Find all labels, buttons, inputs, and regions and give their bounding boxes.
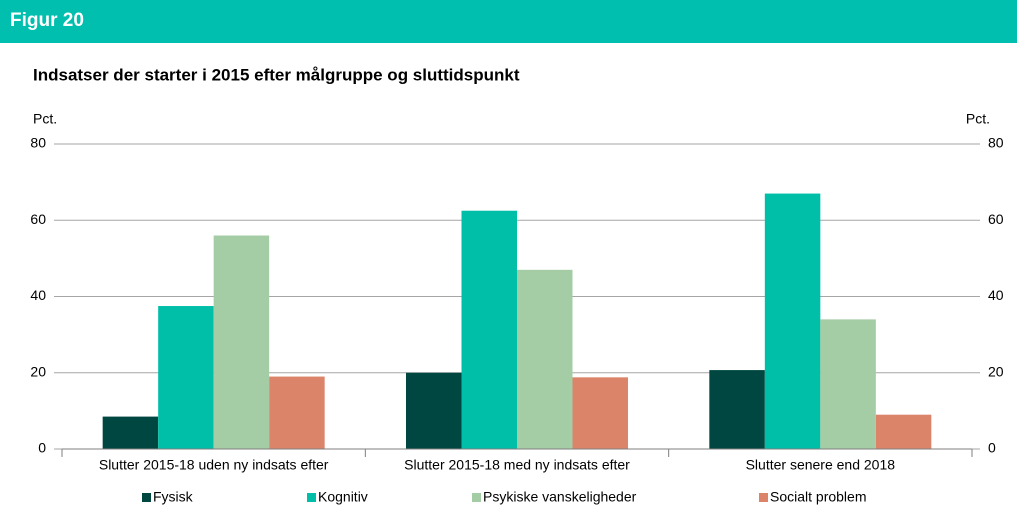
bar: [102, 416, 159, 449]
bar: [461, 210, 517, 449]
bar: [517, 269, 573, 449]
x-tick-label: Slutter 2015-18 med ny indsats efter: [404, 457, 630, 473]
legend-label: Fysisk: [153, 489, 194, 505]
y2-tick-label: 80: [988, 135, 1004, 151]
bar: [820, 319, 876, 449]
bar: [269, 376, 325, 449]
chart-title: Indsatser der starter i 2015 efter målgr…: [33, 65, 520, 84]
y-tick-label: 80: [30, 135, 46, 151]
legend-swatch: [307, 493, 316, 502]
legend-swatch: [759, 493, 768, 502]
y-tick-label: 60: [30, 211, 46, 227]
bar: [875, 414, 932, 449]
y2-tick-label: 20: [988, 363, 1004, 379]
y-tick-label: 40: [30, 287, 46, 303]
legend-swatch: [472, 493, 481, 502]
y-tick-label: 20: [30, 363, 46, 379]
y2-tick-label: 60: [988, 211, 1004, 227]
bar: [158, 306, 214, 449]
bar: [406, 372, 462, 449]
y-tick-label: 0: [38, 440, 46, 456]
bar: [213, 235, 270, 449]
bar: [709, 370, 765, 449]
y-axis-label: Pct.: [33, 111, 57, 127]
y2-axis-label: Pct.: [966, 111, 990, 127]
figure-label: Figur 20: [10, 10, 84, 31]
bar: [764, 193, 821, 449]
x-tick-label: Slutter senere end 2018: [746, 457, 896, 473]
legend-label: Socialt problem: [770, 489, 867, 505]
header-band: [0, 0, 1017, 43]
legend-label: Kognitiv: [318, 489, 368, 505]
bar: [572, 377, 628, 449]
legend-swatch: [142, 493, 151, 502]
legend-label: Psykiske vanskeligheder: [483, 489, 637, 505]
x-tick-label: Slutter 2015-18 uden ny indsats efter: [99, 457, 329, 473]
y2-tick-label: 0: [988, 440, 996, 456]
y2-tick-label: 40: [988, 287, 1004, 303]
